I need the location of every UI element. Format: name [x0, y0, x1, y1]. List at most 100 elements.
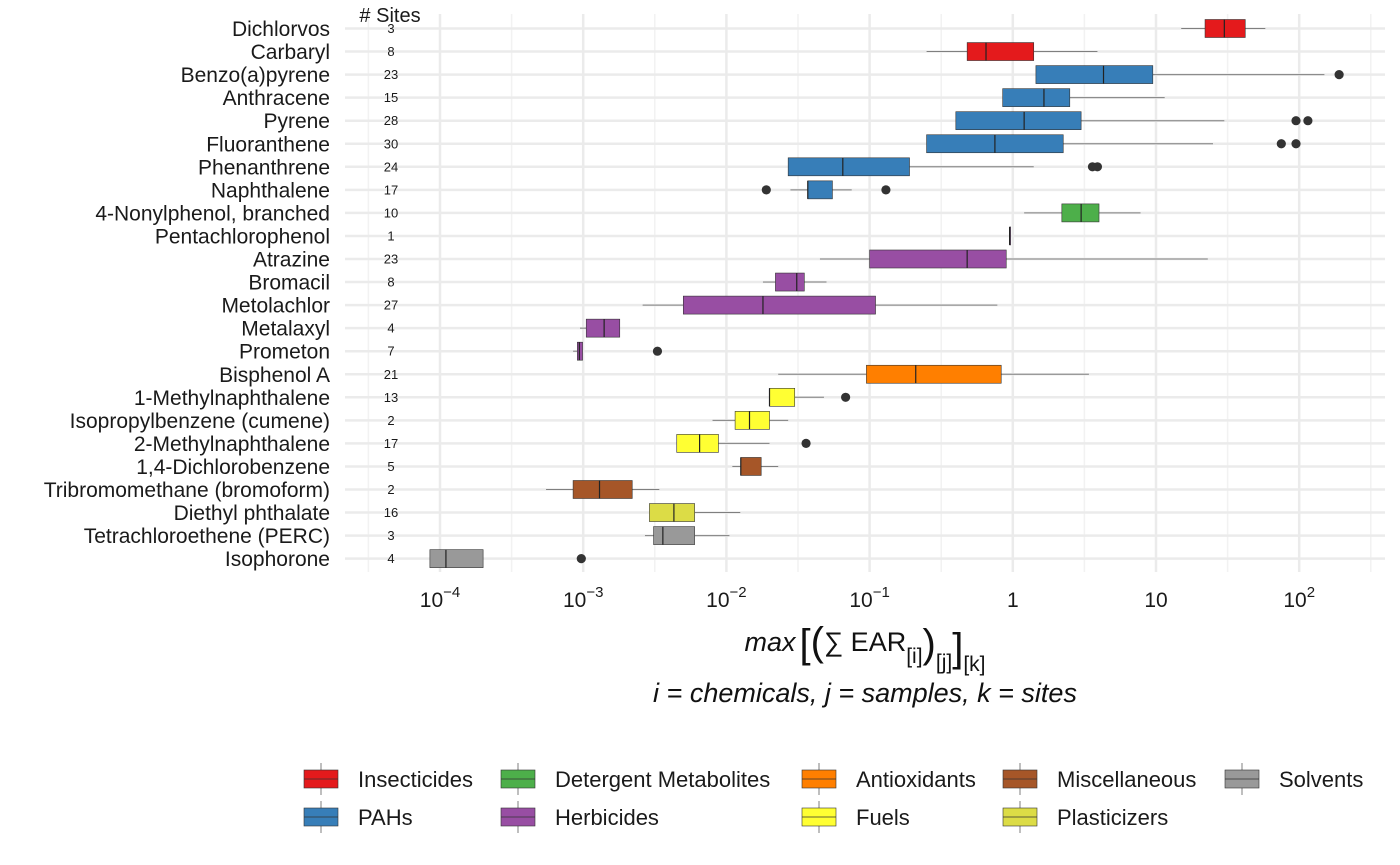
iqr-box: [734, 411, 770, 430]
site-count-fluoranthene: 30: [384, 136, 398, 151]
box-metalaxyl: [580, 318, 621, 338]
iqr-box: [653, 526, 695, 545]
chemical-label-prometon: Prometon: [239, 341, 330, 364]
box-tribromomethane-bromoform: [546, 480, 660, 499]
site-count-2-methylnaphthalene: 17: [384, 436, 398, 451]
x-tick-label: 10: [1144, 589, 1167, 612]
iqr-box: [577, 341, 583, 361]
outlier-point: [1291, 116, 1301, 126]
box-prometon: [573, 341, 663, 361]
legend-item-herbicides: Herbicides: [500, 801, 659, 833]
x-tick-label: 10−4: [420, 584, 460, 612]
iqr-box: [649, 503, 695, 522]
box-pyrene: [955, 111, 1313, 130]
legend-item-solvents: Solvents: [1224, 763, 1363, 795]
outlier-point: [1092, 162, 1103, 172]
x-axis-title-max: max: [744, 627, 797, 657]
iqr-box: [866, 364, 1002, 384]
site-count-metolachlor: 27: [384, 298, 398, 313]
box-phenanthrene: [787, 157, 1103, 177]
site-count-carbaryl: 8: [387, 44, 394, 59]
box-metolachlor: [642, 295, 998, 315]
boxplots: [429, 19, 1344, 568]
x-tick-label: 1: [1007, 589, 1019, 612]
box-bisphenol-a: [778, 364, 1089, 384]
legend-label: PAHs: [358, 805, 413, 830]
iqr-box: [769, 387, 796, 407]
chemical-label-1-methylnaphthalene: 1-Methylnaphthalene: [134, 387, 330, 410]
site-count-diethyl-phthalate: 16: [384, 505, 398, 520]
iqr-box: [1002, 88, 1071, 107]
iqr-box: [787, 157, 910, 177]
iqr-box: [740, 457, 762, 476]
iqr-box: [869, 249, 1007, 269]
iqr-box: [585, 318, 621, 338]
legend-item-antioxidants: Antioxidants: [801, 763, 976, 795]
iqr-box: [682, 295, 876, 315]
x-axis-title-sum: ∑ EAR: [824, 627, 906, 657]
site-count-naphthalene: 17: [384, 182, 398, 197]
chemical-label-tribromomethane-bromoform: Tribromomethane (bromoform): [44, 479, 330, 502]
legend-label: Fuels: [856, 805, 910, 830]
outlier-point: [801, 438, 811, 448]
iqr-box: [1061, 203, 1100, 223]
box-bromacil: [762, 272, 827, 292]
iqr-box: [807, 180, 833, 200]
x-axis-title-sub-j: [j]: [936, 651, 952, 674]
legend-item-plasticizers: Plasticizers: [1002, 801, 1168, 833]
box-dichlorvos: [1181, 19, 1266, 38]
outlier-point: [1276, 139, 1286, 149]
box-atrazine: [819, 249, 1208, 269]
x-axis-title: max [(∑ EAR[i])[j]][k]: [744, 620, 985, 676]
site-count-pyrene: 28: [384, 113, 398, 128]
outlier-point: [1334, 70, 1344, 80]
site-count-isophorone: 4: [387, 551, 394, 566]
chemical-label-phenanthrene: Phenanthrene: [198, 156, 330, 179]
sites-header: # Sites: [359, 5, 420, 27]
box-anthracene: [1002, 88, 1165, 107]
chemical-label-isopropylbenzene-cumene: Isopropylbenzene (cumene): [70, 410, 330, 433]
chemical-label-1-4-dichlorobenzene: 1,4-Dichlorobenzene: [136, 456, 330, 479]
legend-item-detergent-metabolites: Detergent Metabolites: [500, 763, 770, 795]
legend-item-pahs: PAHs: [303, 801, 413, 833]
x-tick-label: 10−3: [563, 584, 603, 612]
chemical-label-2-methylnaphthalene: 2-Methylnaphthalene: [134, 433, 330, 456]
legend-label: Herbicides: [555, 805, 659, 830]
chemical-label-pyrene: Pyrene: [263, 110, 330, 133]
site-count-bisphenol-a: 21: [384, 367, 398, 382]
outlier-point: [652, 346, 663, 356]
legend-label: Miscellaneous: [1057, 767, 1196, 792]
legend-label: Insecticides: [358, 767, 473, 792]
site-count-phenanthrene: 24: [384, 159, 398, 174]
box-4-nonylphenol-branched: [1024, 203, 1141, 223]
chemical-label-carbaryl: Carbaryl: [251, 41, 330, 64]
outlier-point: [881, 185, 891, 195]
legend-item-insecticides: Insecticides: [303, 763, 473, 795]
box-1-4-dichlorobenzene: [732, 457, 779, 476]
box-1-methylnaphthalene: [768, 387, 851, 407]
outlier-point: [1303, 116, 1313, 126]
legend-label: Detergent Metabolites: [555, 767, 770, 792]
legend: Insecticides PAHs Detergent Metabolites Her…: [303, 763, 1363, 833]
outlier-point: [841, 392, 851, 402]
x-axis-subtitle: i = chemicals, j = samples, k = sites: [653, 678, 1077, 708]
site-count-1-4-dichlorobenzene: 5: [387, 459, 394, 474]
box-diethyl-phthalate: [649, 503, 741, 522]
legend-label: Solvents: [1279, 767, 1363, 792]
site-count-dichlorvos: 3: [387, 21, 394, 36]
chemical-label-diethyl-phthalate: Diethyl phthalate: [174, 502, 330, 525]
box-fluoranthene: [926, 134, 1301, 154]
chemical-label-dichlorvos: Dichlorvos: [232, 18, 330, 41]
site-count-benzo-a-pyrene: 23: [384, 67, 398, 82]
x-tick-label: 102: [1283, 584, 1315, 612]
chemical-label-pentachlorophenol: Pentachlorophenol: [155, 225, 330, 248]
iqr-box: [775, 272, 805, 292]
chemical-label-metalaxyl: Metalaxyl: [241, 318, 330, 341]
site-count-pentachlorophenol: 1: [387, 228, 394, 243]
chemical-label-tetrachloroethene-perc: Tetrachloroethene (PERC): [84, 525, 330, 548]
iqr-box: [572, 480, 633, 499]
iqr-box: [1204, 19, 1246, 38]
site-count-4-nonylphenol-branched: 10: [384, 205, 398, 220]
x-axis-title-sub-k: [k]: [963, 653, 985, 676]
